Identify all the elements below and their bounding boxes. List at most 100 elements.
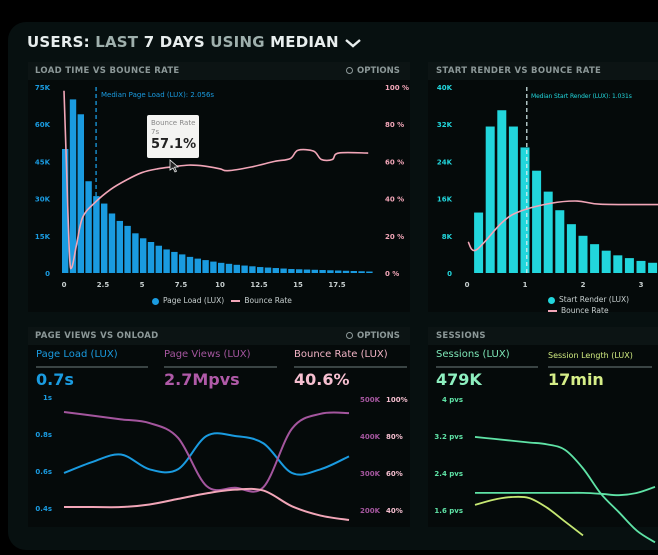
session-length-line <box>474 495 584 537</box>
legend-label: Bounce Rate <box>244 296 292 305</box>
page-views-options-button[interactable]: OPTIONS <box>346 331 400 341</box>
x-tick-label: 2.5 <box>97 281 110 289</box>
chevron-down-icon[interactable] <box>344 37 362 49</box>
x-tick-label: 7.5 <box>175 281 188 289</box>
kpi-page-views-value: 2.7Mpvs <box>164 370 240 389</box>
page-title[interactable]: USERS: LAST 7 DAYS USING MEDIAN <box>27 33 362 51</box>
y-tick-label: 0 <box>45 270 50 278</box>
tooltip-x: 7s <box>151 128 160 136</box>
page-views-panel-header <box>28 327 410 345</box>
y-tick-label: 0.6s <box>35 468 52 476</box>
divider <box>294 366 407 368</box>
start-render-bar <box>648 262 658 273</box>
page-load-bar <box>233 264 240 273</box>
y2-tick-label: 200K <box>360 507 381 515</box>
y-tick-label: 60K <box>35 121 51 129</box>
page-load-bar <box>124 225 131 273</box>
y2-tick-label: 60 % <box>385 158 404 166</box>
legend-start-render[interactable]: Start Render (LUX) <box>548 295 629 304</box>
start-render-bar <box>485 126 495 274</box>
legend-label: Bounce Rate <box>561 306 609 315</box>
y-tick-label: 75K <box>35 84 51 92</box>
page-load-bar <box>116 220 123 273</box>
y-tick-label: 30K <box>35 196 51 204</box>
line-icon <box>548 310 557 312</box>
y-tick-label: 3.2 pvs <box>434 433 463 441</box>
page-load-bar <box>108 213 116 273</box>
y3-tick-label: 60% <box>386 470 403 478</box>
page-views-panel <box>28 327 410 527</box>
x-tick-label: 5 <box>140 281 145 289</box>
legend-bounce-rate[interactable]: Bounce Rate <box>231 296 292 305</box>
divider <box>36 366 148 368</box>
start-render-bar <box>532 170 542 273</box>
kpi-bounce-label: Bounce Rate (LUX) <box>294 349 388 360</box>
y2-tick-label: 100 % <box>385 84 409 92</box>
date-range-value[interactable]: 7 DAYS <box>143 33 205 51</box>
x-tick-label: 15 <box>293 281 303 289</box>
start-render-bar <box>566 224 576 273</box>
start-render-panel-title: START RENDER VS BOUNCE RATE <box>436 66 602 76</box>
start-render-bar <box>601 250 611 273</box>
y-tick-label: 1.6 pvs <box>434 507 463 515</box>
divider <box>548 366 652 368</box>
start-render-bar <box>508 126 518 274</box>
legend-page-load[interactable]: Page Load (LUX) <box>152 296 224 305</box>
x-tick-label: 1 <box>523 281 528 289</box>
sessions-baseline-line <box>474 486 656 497</box>
x-tick-label: 0 <box>62 281 67 289</box>
load-time-options-button[interactable]: OPTIONS <box>346 66 400 76</box>
page-load-bar <box>303 269 311 273</box>
page-load-bar <box>163 249 170 273</box>
x-tick-label: 10 <box>215 281 225 289</box>
start-render-bar <box>613 255 623 273</box>
aggregate-metric[interactable]: MEDIAN <box>270 33 339 51</box>
y2-tick-label: 20 % <box>385 233 404 241</box>
page-load-bar <box>210 261 217 273</box>
bounce-rate-line <box>63 90 369 270</box>
page-load-bar <box>296 269 303 273</box>
tooltip-value: 57.1% <box>151 137 197 152</box>
sessions-panel-header <box>428 327 658 345</box>
load-time-panel-header <box>28 62 410 80</box>
y2-tick-label: 0 % <box>385 270 399 278</box>
cursor-icon <box>169 159 179 173</box>
page-load-bar <box>272 268 279 273</box>
page-load-bar <box>85 181 92 273</box>
start-render-bar <box>590 244 600 273</box>
start-render-bar <box>555 210 565 273</box>
page-load-bar <box>335 270 342 273</box>
page-load-bar <box>280 268 287 273</box>
circle-icon <box>346 332 353 339</box>
median-start-render-label: Median Start Render (LUX): 1.031s <box>531 93 632 100</box>
kpi-session-length-label: Session Length (LUX) <box>548 351 633 360</box>
median-page-load-label: Median Page Load (LUX): 2.056s <box>101 91 215 99</box>
page-load-bar <box>218 262 225 273</box>
sessions-line <box>474 436 656 544</box>
dot-icon <box>548 296 555 304</box>
page-load-bar <box>225 263 233 273</box>
page-load-bar <box>202 260 209 273</box>
page-load-bar <box>366 271 373 273</box>
page-load-bar <box>319 270 326 273</box>
page-load-bar <box>147 242 155 273</box>
legend-label: Page Load (LUX) <box>163 296 225 305</box>
legend-label: Start Render (LUX) <box>559 295 630 304</box>
page-load-bar <box>342 270 350 273</box>
divider <box>164 366 277 368</box>
bounce-rate-line <box>467 200 658 252</box>
page-load-bar <box>62 149 69 273</box>
kpi-page-views-label: Page Views (LUX) <box>164 349 251 360</box>
y-tick-label: 0 <box>447 270 452 278</box>
legend-bounce-rate[interactable]: Bounce Rate <box>548 306 609 315</box>
title-range-word: LAST <box>95 33 139 51</box>
page-load-bar <box>288 269 295 273</box>
kpi-sessions-value: 479K <box>436 370 482 389</box>
bounce-rate-tooltip: Bounce Rate 7s 57.1% <box>147 115 199 158</box>
dot-icon <box>152 297 159 305</box>
start-render-bar <box>543 191 553 273</box>
title-using-word: USING <box>210 33 265 51</box>
y2-tick-label: 40 % <box>385 196 404 204</box>
start-render-bar <box>578 235 588 273</box>
